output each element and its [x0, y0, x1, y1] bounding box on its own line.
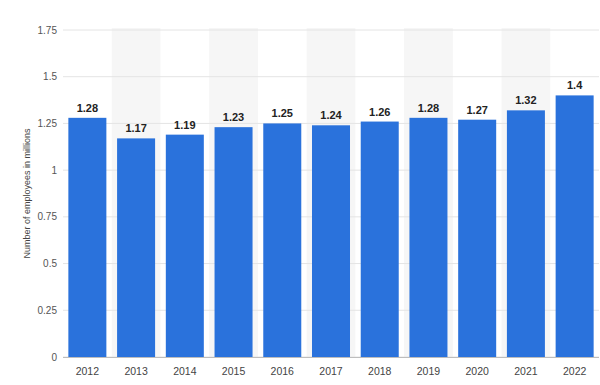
- x-tick-label: 2014: [173, 365, 197, 377]
- y-tick-label: 1.75: [38, 25, 58, 36]
- data-label: 1.17: [125, 122, 146, 134]
- bar: [507, 110, 545, 357]
- stripe: [502, 28, 551, 357]
- data-label: 1.32: [515, 94, 536, 106]
- y-axis-label: Number of employees in millions: [22, 128, 32, 259]
- data-label: 1.25: [272, 107, 293, 119]
- stripe: [307, 28, 356, 357]
- x-tick-label: 2021: [514, 365, 538, 377]
- x-tick-label: 2018: [368, 365, 392, 377]
- y-tick-label: 1: [51, 165, 57, 176]
- y-tick-label: 0: [51, 352, 57, 363]
- data-label: 1.19: [174, 119, 195, 131]
- stripe: [404, 28, 453, 357]
- bar: [68, 118, 106, 357]
- x-tick-label: 2017: [319, 365, 343, 377]
- x-tick-label: 2015: [222, 365, 246, 377]
- bar: [409, 118, 447, 357]
- x-tick-label: 2013: [124, 365, 148, 377]
- bar: [556, 95, 594, 357]
- y-tick-label: 1.5: [43, 71, 57, 82]
- bar: [166, 135, 204, 357]
- x-tick-label: 2016: [271, 365, 295, 377]
- x-axis-line: [63, 357, 599, 358]
- x-tick-label: 2019: [417, 365, 441, 377]
- x-tick-label: 2012: [76, 365, 100, 377]
- data-label: 1.24: [320, 109, 342, 121]
- x-tick-label: 2022: [563, 365, 587, 377]
- data-label: 1.28: [418, 102, 439, 114]
- data-label: 1.23: [223, 111, 244, 123]
- x-tick-label: 2020: [466, 365, 490, 377]
- y-tick-label: 1.25: [38, 118, 58, 129]
- stripe: [209, 28, 258, 357]
- grid-line: [63, 76, 599, 77]
- bar: [117, 138, 155, 357]
- bar: [458, 120, 496, 357]
- bar: [312, 125, 350, 357]
- y-tick-label: 0.25: [38, 305, 58, 316]
- data-label: 1.28: [77, 102, 98, 114]
- bar: [361, 122, 399, 357]
- bar: [215, 127, 253, 357]
- stripe: [112, 28, 161, 357]
- bars: [68, 95, 593, 357]
- bar: [263, 123, 301, 357]
- grid-line: [63, 30, 599, 31]
- chart: 0 0.25 0.5 0.75 1 1.25 1.5 1.75 Number of employ…: [0, 0, 600, 385]
- data-label: 1.26: [369, 106, 390, 118]
- y-tick-label: 0.5: [43, 258, 57, 269]
- data-label: 1.4: [567, 79, 583, 91]
- data-label: 1.27: [466, 104, 487, 116]
- y-tick-label: 0.75: [38, 211, 58, 222]
